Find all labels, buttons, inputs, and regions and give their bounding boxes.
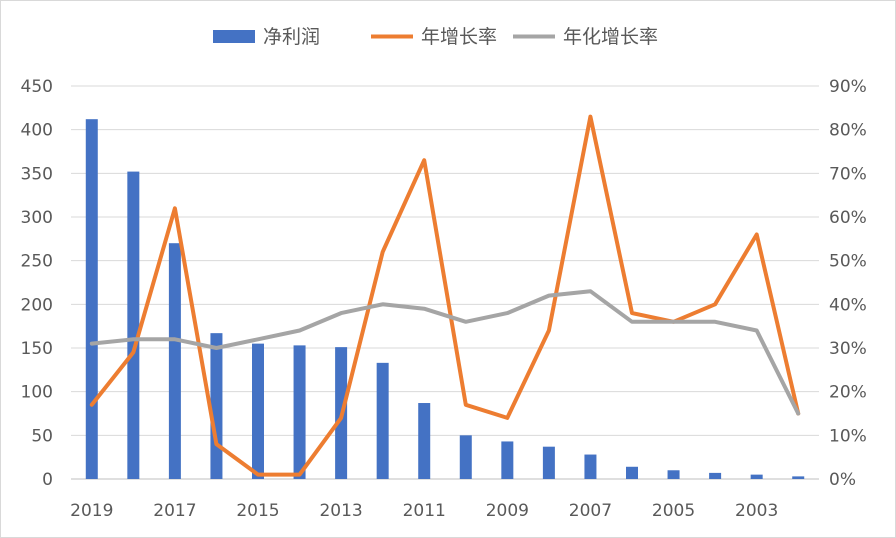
bar — [709, 472, 722, 479]
bar — [584, 454, 597, 479]
bar — [542, 446, 555, 479]
bar — [127, 171, 140, 479]
bar — [501, 441, 514, 479]
legend-swatch-bar — [213, 30, 255, 43]
left-axis-tick-label: 450 — [21, 77, 53, 97]
bar — [667, 470, 680, 479]
left-axis-tick-label: 0 — [42, 470, 53, 490]
bar — [210, 333, 223, 479]
right-axis-tick-label: 40% — [829, 295, 867, 315]
right-axis-tick-label: 90% — [829, 77, 867, 97]
left-axis-tick-label: 50 — [31, 426, 53, 446]
x-axis-tick-label: 2017 — [153, 501, 196, 521]
legend-label: 年化增长率 — [563, 26, 658, 48]
bar — [168, 243, 181, 479]
legend-label: 净利润 — [263, 26, 320, 48]
bar — [750, 474, 763, 479]
growth-rate-line — [89, 114, 801, 477]
bar — [418, 403, 431, 479]
bar — [792, 476, 805, 479]
right-axis-tick-label: 80% — [829, 121, 867, 141]
x-axis-tick-label: 2013 — [319, 501, 362, 521]
bar — [459, 435, 472, 479]
bar — [626, 466, 638, 479]
right-axis-tick-label: 0% — [829, 470, 856, 490]
right-axis-tick-label: 70% — [829, 164, 867, 184]
right-axis-tick-label: 30% — [829, 339, 867, 359]
right-axis-tick-label: 50% — [829, 252, 867, 272]
x-axis-tick-label: 2015 — [236, 501, 279, 521]
left-axis-tick-label: 400 — [21, 121, 53, 141]
bar — [252, 343, 264, 479]
bar — [293, 345, 306, 479]
x-axis-tick-label: 2005 — [652, 501, 695, 521]
bar — [376, 362, 389, 479]
legend-label: 年增长率 — [421, 26, 497, 48]
left-axis-tick-label: 200 — [21, 295, 53, 315]
x-axis-tick-label: 2003 — [735, 501, 778, 521]
x-axis-tick-label: 2009 — [486, 501, 529, 521]
annualized-growth-line — [89, 289, 801, 416]
left-axis-tick-label: 150 — [21, 339, 53, 359]
left-axis-tick-label: 250 — [21, 252, 53, 272]
bar — [85, 119, 98, 479]
right-axis-tick-label: 20% — [829, 383, 867, 403]
left-axis-tick-label: 350 — [21, 164, 53, 184]
x-axis-tick-label: 2019 — [70, 501, 113, 521]
left-axis-tick-label: 300 — [21, 208, 53, 228]
right-axis-tick-label: 60% — [829, 208, 867, 228]
left-axis-tick-label: 100 — [21, 383, 53, 403]
x-axis-tick-label: 2007 — [569, 501, 612, 521]
right-axis-tick-label: 10% — [829, 426, 867, 446]
x-axis-tick-label: 2011 — [403, 501, 446, 521]
